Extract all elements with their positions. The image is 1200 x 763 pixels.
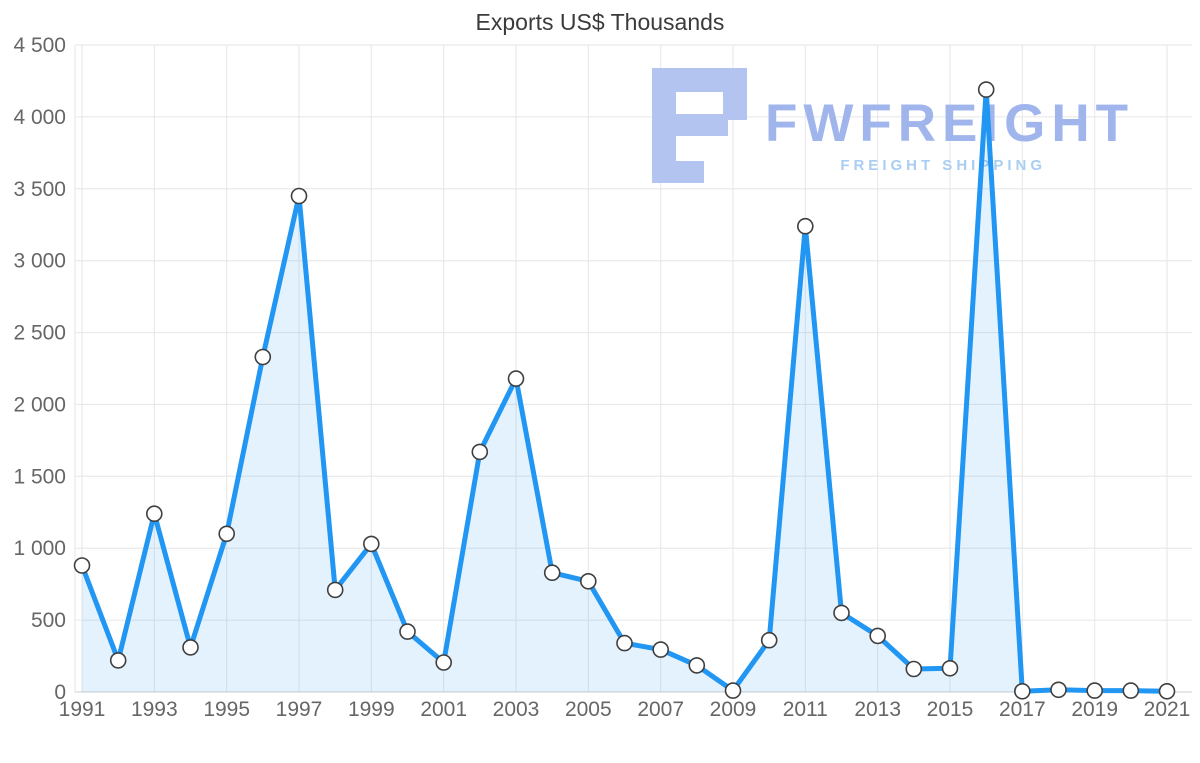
data-point-1996[interactable] [254,348,272,366]
data-point-2015[interactable] [941,659,959,677]
chart-title: Exports US$ Thousands [475,9,725,35]
data-point-1992[interactable] [109,652,127,669]
data-point-2017[interactable] [1013,682,1031,700]
data-point-2000[interactable] [399,623,416,640]
data-point-1998[interactable] [326,581,344,599]
data-point-1995[interactable] [218,525,235,543]
x-tick-label-2013: 2013 [854,698,901,721]
data-point-2008[interactable] [688,657,706,674]
data-point-2002[interactable] [471,443,489,461]
data-point-2021[interactable] [1158,682,1176,700]
data-point-2016[interactable] [977,81,995,98]
grid-layer: 0 500 1 000 1 500 2 000 2 500 3 000 3 500 4 000 4… [13,34,1192,721]
data-point-2013[interactable] [869,627,887,645]
watermark-brand-text: FWFREIGHT [765,94,1134,153]
x-tick-label-2003: 2003 [493,698,540,721]
data-point-2018[interactable] [1050,681,1067,699]
x-tick-label-2017: 2017 [999,698,1046,721]
x-tick-label-2005: 2005 [565,698,612,721]
data-point-2011[interactable] [796,217,814,235]
data-point-2010[interactable] [760,631,778,649]
y-tick-label-500: 500 [31,609,66,632]
data-point-2009[interactable] [724,682,742,699]
data-point-2007[interactable] [652,641,670,658]
y-tick-label-2000: 2 000 [13,393,66,416]
series-layer [73,81,1176,700]
x-tick-label-2001: 2001 [420,698,467,721]
x-tick-label-2009: 2009 [710,698,757,721]
y-tick-label-3500: 3 500 [13,178,66,201]
y-tick-label-2500: 2 500 [13,322,66,345]
watermark: FWFREIGHT FREIGHT SHIPPING [652,68,1134,183]
data-point-1999[interactable] [362,535,380,553]
data-point-2005[interactable] [579,572,597,590]
x-tick-label-1991: 1991 [59,698,106,721]
x-tick-label-1993: 1993 [131,698,178,721]
x-tick-label-1997: 1997 [276,698,323,721]
y-tick-label-4500: 4 500 [13,34,66,57]
y-tick-label-1500: 1 500 [13,465,66,488]
x-tick-label-2021: 2021 [1144,698,1191,721]
y-tick-label-3000: 3 000 [13,250,66,273]
data-point-1991[interactable] [73,557,91,574]
x-tick-label-2007: 2007 [637,698,684,721]
y-tick-label-0: 0 [54,681,66,704]
data-point-2012[interactable] [833,604,850,622]
data-point-1993[interactable] [146,505,163,523]
fwfreight-logo-icon [652,68,747,183]
data-point-2006[interactable] [616,634,633,652]
x-tick-label-2015: 2015 [927,698,974,721]
data-point-2003[interactable] [507,370,525,387]
x-tick-label-1999: 1999 [348,698,395,721]
y-tick-label-4000: 4 000 [13,106,66,129]
data-point-2019[interactable] [1086,682,1103,699]
watermark-tagline-text: FREIGHT SHIPPING [840,157,1046,174]
y-tick-label-1000: 1 000 [13,537,66,560]
x-tick-label-1995: 1995 [203,698,250,721]
data-point-2020[interactable] [1122,682,1140,699]
series-area [82,89,1167,693]
x-tick-label-2019: 2019 [1071,698,1118,721]
data-point-2001[interactable] [435,654,453,671]
data-point-1997[interactable] [290,187,308,205]
data-point-2014[interactable] [905,660,923,678]
data-point-1994[interactable] [182,639,199,656]
data-point-2004[interactable] [543,564,561,582]
x-tick-label-2011: 2011 [783,698,828,721]
